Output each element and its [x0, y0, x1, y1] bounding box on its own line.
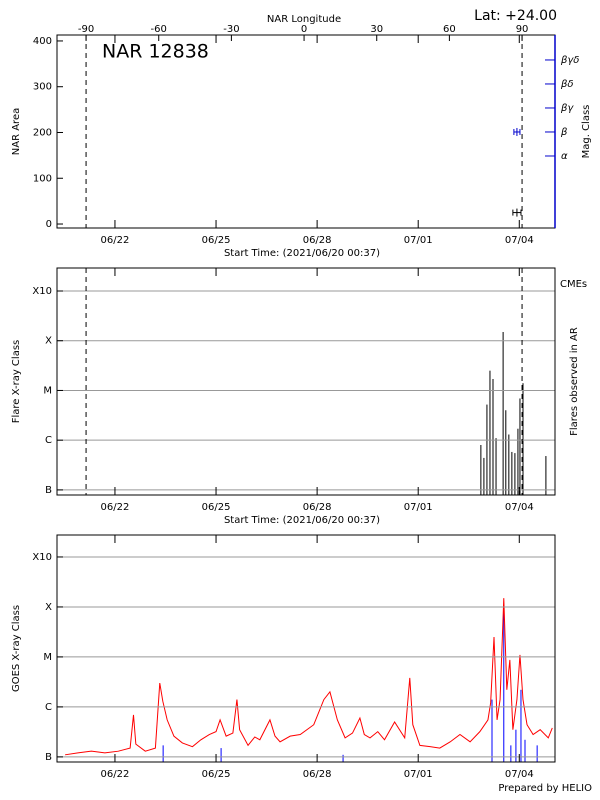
y-tick-label: C	[45, 435, 52, 446]
y-tick-label: X	[45, 336, 52, 347]
y2-tick-label: βδ	[560, 79, 574, 90]
y-tick-label: B	[45, 485, 52, 496]
y-tick-label: B	[45, 752, 52, 763]
y2-tick-label: βγ	[560, 103, 574, 114]
plot-frame	[56, 534, 556, 763]
y2-axis-label: Mag. Class	[581, 105, 592, 159]
chart-title: NAR 12838	[102, 41, 209, 63]
x-axis-label: Start Time: (2021/06/20 00:37)	[224, 515, 380, 526]
y2-tick-label: α	[561, 151, 568, 162]
x-tick-label: 07/04	[505, 235, 534, 246]
x-tick-label: 06/25	[202, 502, 231, 513]
y2-tick-label: βγδ	[560, 55, 579, 66]
x-tick-label: 06/28	[303, 235, 332, 246]
y-axis-label: Flare X-ray Class	[11, 340, 22, 424]
y-tick-label: X10	[32, 552, 52, 563]
x2-tick-label: 60	[443, 24, 456, 35]
data-line	[65, 598, 553, 756]
x-tick-label: 07/01	[404, 235, 433, 246]
x2-tick-label: -60	[151, 24, 167, 35]
x-tick-label: 06/28	[303, 769, 332, 780]
footer: Prepared by HELIO	[498, 783, 592, 794]
y2-tick-label: β	[560, 127, 568, 138]
x-tick-label: 07/04	[505, 502, 534, 513]
plot-frame	[56, 34, 556, 229]
x-tick-label: 06/22	[101, 769, 130, 780]
plot-area	[480, 331, 547, 495]
y-tick-label: X10	[32, 286, 52, 297]
x-tick-label: 06/28	[303, 502, 332, 513]
y2-axis-label: Flares observed in AR	[569, 327, 580, 436]
x2-tick-label: 0	[301, 24, 307, 35]
x2-tick-label: -90	[78, 24, 94, 35]
annotation: CMEs	[560, 279, 587, 290]
y-tick-label: 300	[33, 82, 52, 93]
x-tick-label: 06/22	[101, 235, 130, 246]
y-tick-label: 200	[33, 127, 52, 138]
x-tick-label: 06/25	[202, 235, 231, 246]
y-tick-label: 100	[33, 173, 52, 184]
x-tick-label: 06/22	[101, 502, 130, 513]
y-tick-label: M	[43, 385, 52, 396]
y-axis-label: NAR Area	[11, 108, 22, 155]
y-tick-label: 0	[46, 219, 52, 230]
x2-axis-label: NAR Longitude	[267, 14, 341, 25]
x-tick-label: 06/25	[202, 769, 231, 780]
plot-area	[65, 598, 553, 762]
x2-tick-label: 30	[370, 24, 383, 35]
y-tick-label: M	[43, 652, 52, 663]
y-tick-label: X	[45, 602, 52, 613]
y-tick-label: 400	[33, 36, 52, 47]
x2-tick-label: 90	[516, 24, 529, 35]
x-tick-label: 07/04	[505, 769, 534, 780]
x-tick-label: 07/01	[404, 769, 433, 780]
y-axis-label: GOES X-ray Class	[11, 605, 22, 692]
x-tick-label: 07/01	[404, 502, 433, 513]
x2-tick-label: -30	[223, 24, 239, 35]
annotation: Lat: +24.00	[474, 8, 557, 24]
x-axis-label: Start Time: (2021/06/20 00:37)	[224, 248, 380, 259]
y-tick-label: C	[45, 702, 52, 713]
plot-frame	[56, 267, 556, 496]
plot-area	[512, 127, 522, 217]
